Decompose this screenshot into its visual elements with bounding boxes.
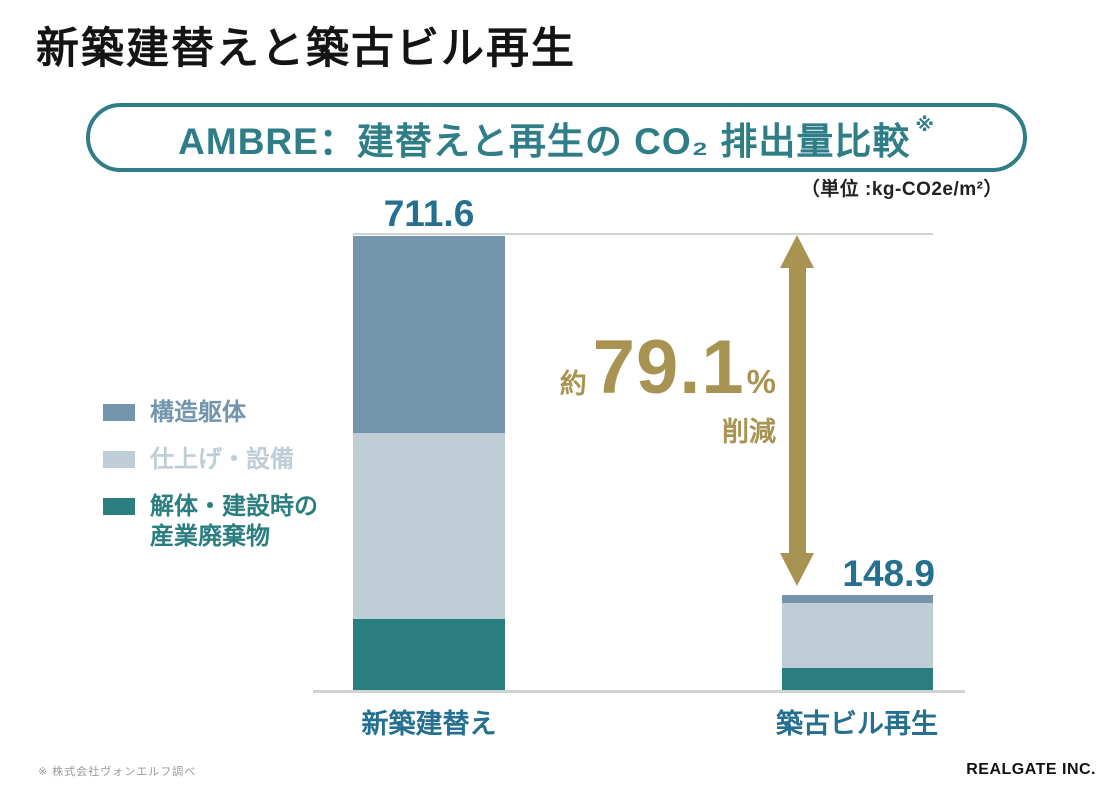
unit-label: （単位 :kg-CO2e/m²） [800, 179, 1003, 200]
bar-value-new-rebuild: 711.6 [383, 193, 475, 234]
category-label-new-rebuild: 新築建替え [361, 709, 497, 739]
legend-label: 構造躯体 [150, 399, 246, 426]
legend-swatch [103, 498, 135, 515]
x-axis-baseline [313, 690, 965, 693]
legend-item: 仕上げ・設備 [103, 445, 318, 475]
bar-segment [353, 433, 505, 620]
bar-new-rebuild [353, 236, 505, 690]
bar-segment [782, 603, 933, 668]
legend: 構造躯体仕上げ・設備解体・建設時の 産業廃棄物 [103, 398, 318, 552]
reduction-label: 削減 [722, 417, 776, 447]
source-footnote: ※ 株式会社ヴォンエルフ調べ [38, 766, 197, 778]
reduction-percent-line: 約79.1% [476, 330, 776, 406]
legend-item: 構造躯体 [103, 398, 318, 428]
legend-label: 仕上げ・設備 [150, 446, 294, 473]
bar-segment [353, 236, 505, 434]
bar-old-regeneration [782, 595, 933, 690]
bar-segment [782, 667, 933, 690]
legend-item: 解体・建設時の 産業廃棄物 [103, 492, 318, 552]
reference-line-711 [353, 233, 933, 235]
subtitle-note-mark: ※ [915, 115, 935, 136]
reduction-suffix: % [746, 363, 776, 400]
bar-value-old-regeneration: 148.9 [842, 553, 935, 594]
category-label-old-regeneration: 築古ビル再生 [776, 709, 938, 739]
reduction-arrow-shaft [789, 266, 806, 555]
subtitle-pill: AMBRE：建替えと再生の CO₂ 排出量比較 ※ [86, 103, 1027, 172]
legend-label: 解体・建設時の 産業廃棄物 [150, 493, 318, 550]
page-title: 新築建替えと築古ビル再生 [36, 25, 576, 73]
legend-swatch [103, 451, 135, 468]
company-logo: REALGATE INC. [966, 761, 1096, 778]
reduction-annotation: 約79.1% 削減 [476, 330, 776, 449]
subtitle-text: AMBRE：建替えと再生の CO₂ 排出量比較 [178, 120, 911, 162]
reduction-arrow-down-head [780, 553, 814, 586]
reduction-prefix: 約 [559, 369, 587, 399]
reduction-arrow-up-head [780, 235, 814, 268]
bar-segment [353, 619, 505, 690]
bar-segment [782, 595, 933, 604]
reduction-value: 79.1 [592, 325, 745, 410]
legend-swatch [103, 404, 135, 421]
